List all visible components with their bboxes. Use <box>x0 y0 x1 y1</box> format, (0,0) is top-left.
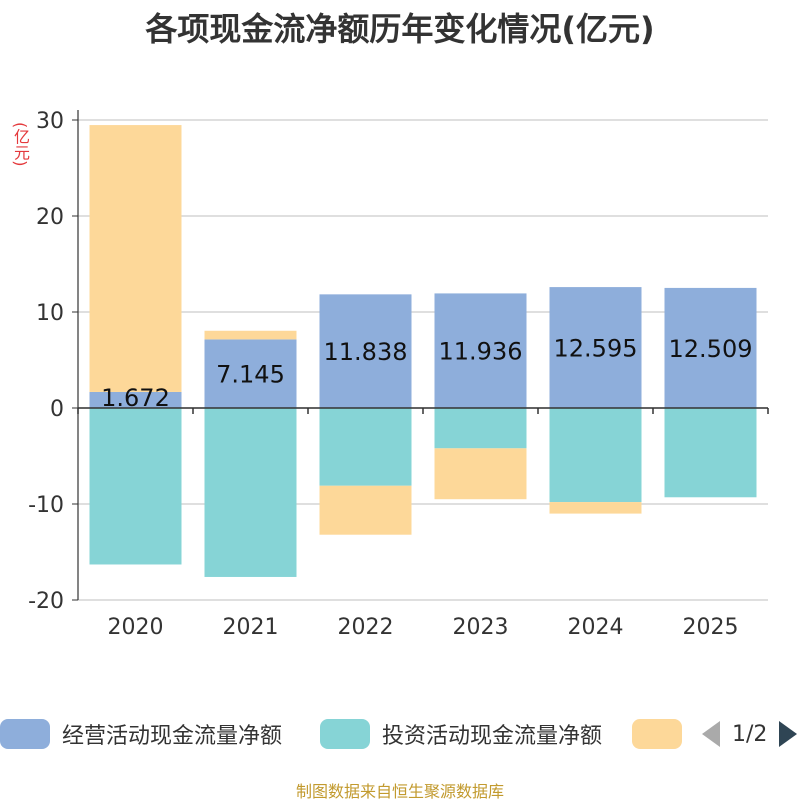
bar-investing-2025 <box>664 408 757 498</box>
bar-financing-2020 <box>89 125 182 392</box>
y-tick-label: -10 <box>28 493 64 518</box>
legend-prev-icon[interactable] <box>700 719 722 749</box>
legend-item-operating[interactable]: 经营活动现金流量净额 <box>0 716 282 752</box>
bar-operating-2025 <box>664 287 757 408</box>
legend-swatch-financing <box>632 719 682 749</box>
y-tick-label: 20 <box>36 205 64 230</box>
bar-operating-2022 <box>319 294 412 408</box>
x-tick-label: 2021 <box>223 615 279 640</box>
data-label: 11.936 <box>439 338 523 366</box>
y-tick-label: 30 <box>36 109 64 134</box>
data-label: 12.595 <box>554 335 638 363</box>
bar-financing-2021 <box>204 330 297 340</box>
data-label: 12.509 <box>669 335 753 363</box>
data-label: 7.145 <box>216 361 285 389</box>
bar-financing-2024 <box>549 502 642 514</box>
bar-investing-2023 <box>434 408 527 449</box>
y-axis-unit-label: (亿元) <box>11 122 30 167</box>
footer-source: 制图数据来自恒生聚源数据库 <box>295 782 504 801</box>
legend-item-investing[interactable]: 投资活动现金流量净额 <box>320 716 602 752</box>
x-tick-label: 2023 <box>453 615 509 640</box>
x-tick-label: 2022 <box>338 615 394 640</box>
legend-swatch-operating <box>0 719 50 749</box>
bar-operating-2020 <box>89 391 182 408</box>
y-tick-label: 0 <box>50 397 64 422</box>
chart-title: 各项现金流净额历年变化情况(亿元) <box>145 10 655 48</box>
x-tick-label: 2020 <box>108 615 164 640</box>
chart-plot: -20 -10 0 10 20 30 1.672 7.145 11.838 11.936 12.59… <box>28 109 769 640</box>
data-label: 11.838 <box>324 338 408 366</box>
bar-investing-2020 <box>89 408 182 565</box>
bar-operating-2023 <box>434 293 527 408</box>
bar-investing-2022 <box>319 408 412 486</box>
y-tick-label: -20 <box>28 589 64 614</box>
bar-operating-2021 <box>204 339 297 408</box>
bar-financing-2023 <box>434 448 527 500</box>
x-tick-label: 2025 <box>683 615 739 640</box>
legend-next-icon[interactable] <box>777 719 799 749</box>
legend-label-investing: 投资活动现金流量净额 <box>382 724 603 749</box>
data-label: 1.672 <box>101 384 170 412</box>
legend-label-operating: 经营活动现金流量净额 <box>62 724 283 749</box>
bar-investing-2024 <box>549 408 642 503</box>
legend-swatch-investing <box>320 719 370 749</box>
bar-operating-2024 <box>549 287 642 408</box>
legend-page-indicator: 1/2 <box>732 721 768 747</box>
legend-item-financing[interactable] <box>632 716 694 752</box>
x-tick-label: 2024 <box>568 615 624 640</box>
bar-investing-2021 <box>204 408 297 577</box>
legend-pager: 1/2 <box>700 716 800 752</box>
bar-financing-2022 <box>319 485 412 535</box>
y-tick-label: 10 <box>36 301 64 326</box>
